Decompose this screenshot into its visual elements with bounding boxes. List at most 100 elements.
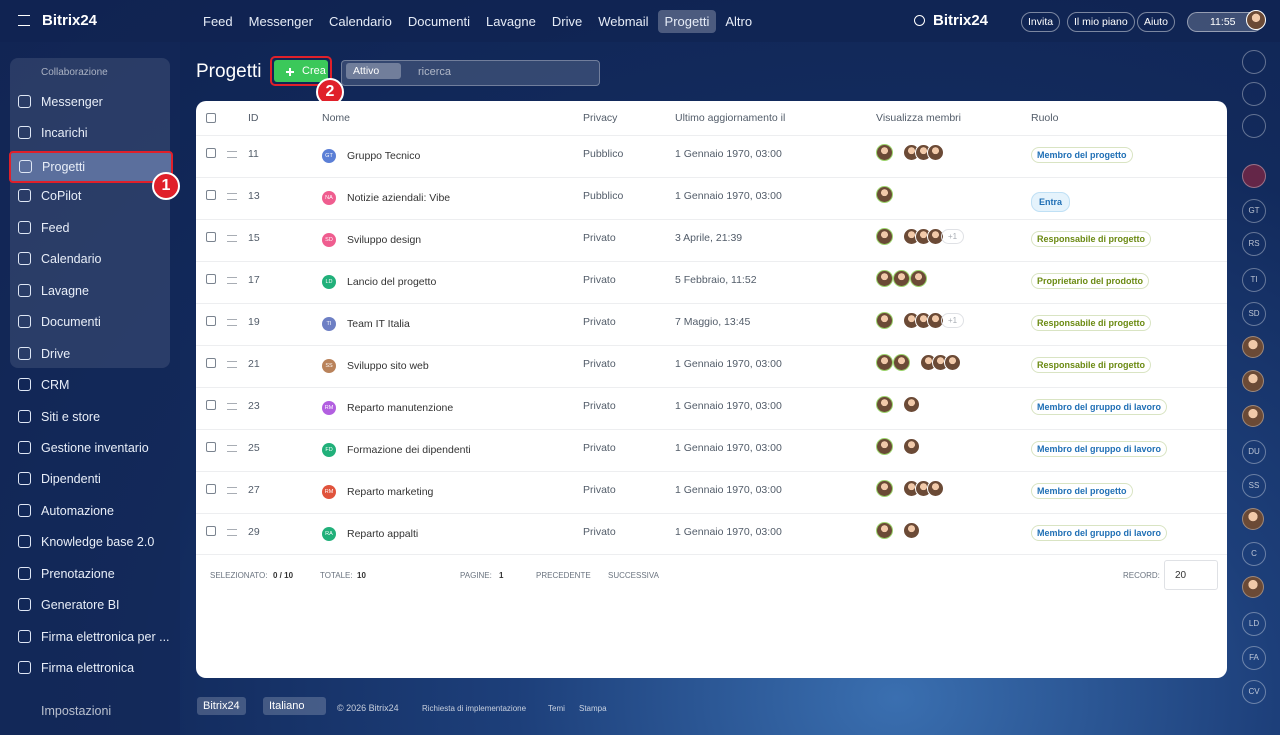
records-value[interactable]: 20	[1175, 570, 1187, 581]
nav-item[interactable]: Altro	[725, 13, 753, 29]
rail-chat[interactable]: RS	[1242, 232, 1266, 256]
sidebar-item[interactable]: CoPilot	[10, 182, 170, 210]
sidebar-item[interactable]: CRM	[10, 371, 170, 399]
rail-avatar[interactable]	[1242, 576, 1264, 598]
group-title[interactable]: Collaborazione	[41, 67, 108, 78]
rail-bell[interactable]	[1242, 50, 1266, 74]
records-select[interactable]	[1164, 560, 1218, 590]
create-button[interactable]: Crea	[270, 56, 332, 86]
nav-item[interactable]: Lavagne	[485, 13, 536, 29]
rail-chat[interactable]: SS	[1242, 474, 1266, 498]
nav-item[interactable]: Messenger	[248, 13, 313, 29]
project-name[interactable]: Lancio del progetto	[347, 276, 437, 288]
project-name[interactable]: Sviluppo design	[347, 234, 422, 246]
member-avatar[interactable]	[876, 354, 893, 371]
logo[interactable]: Bitrix24	[42, 12, 98, 29]
filter-chip[interactable]: Attivo	[346, 63, 402, 79]
project-name[interactable]: Reparto marketing	[347, 486, 434, 498]
sidebar-item[interactable]: Lavagne	[10, 277, 170, 305]
menu-button[interactable]	[18, 15, 30, 26]
search-box[interactable]	[341, 60, 600, 86]
rail-chat[interactable]: SD	[1242, 302, 1266, 326]
row-checkbox[interactable]	[206, 358, 216, 368]
rail-icon[interactable]	[1242, 164, 1266, 188]
member-avatar[interactable]	[876, 270, 893, 287]
sidebar-item[interactable]: Gestione inventario	[10, 434, 170, 462]
member-avatar[interactable]	[944, 354, 961, 371]
more-members[interactable]: +1	[941, 229, 965, 244]
project-name[interactable]: Sviluppo sito web	[347, 360, 429, 372]
row-checkbox[interactable]	[206, 274, 216, 284]
row-checkbox[interactable]	[206, 442, 216, 452]
rail-chat[interactable]: DU	[1242, 440, 1266, 464]
sidebar-item[interactable]: Progetti	[9, 150, 173, 183]
rail-chat[interactable]: FA	[1242, 646, 1266, 670]
project-name[interactable]: Team IT Italia	[347, 318, 410, 330]
sidebar-item[interactable]: Automazione	[10, 497, 170, 525]
more-members[interactable]: +1	[941, 313, 965, 328]
bottom-link[interactable]: Temi	[548, 704, 565, 713]
create-label[interactable]: Crea	[302, 65, 326, 77]
row-checkbox[interactable]	[206, 232, 216, 242]
settings[interactable]: Impostazioni	[41, 704, 112, 718]
rail-avatar[interactable]	[1242, 508, 1264, 530]
clock[interactable]: 11:55	[1187, 12, 1263, 32]
sidebar-item[interactable]: Dipendenti	[10, 465, 170, 493]
sidebar-item[interactable]: Firma elettronica per ...	[10, 623, 170, 651]
member-avatar[interactable]	[927, 480, 944, 497]
prev-button[interactable]: PRECEDENTE	[536, 571, 591, 580]
member-avatar[interactable]	[876, 228, 893, 245]
nav-item[interactable]: Webmail	[598, 13, 649, 29]
project-name[interactable]: Reparto appalti	[347, 528, 419, 540]
row-checkbox[interactable]	[206, 316, 216, 326]
rail-avatar[interactable]	[1242, 405, 1264, 427]
column-header[interactable]: Privacy	[583, 112, 618, 124]
member-avatar[interactable]	[927, 144, 944, 161]
project-name[interactable]: Gruppo Tecnico	[347, 150, 421, 162]
search-icon[interactable]	[914, 15, 925, 26]
member-avatar[interactable]	[876, 312, 893, 329]
member-avatar[interactable]	[903, 522, 920, 539]
header-button[interactable]: Il mio piano	[1067, 12, 1135, 32]
rail-avatar[interactable]	[1242, 336, 1264, 358]
project-name[interactable]: Reparto manutenzione	[347, 402, 454, 414]
rail-chat[interactable]: GT	[1242, 199, 1266, 223]
sidebar-item[interactable]: Calendario	[10, 245, 170, 273]
nav-item[interactable]: Calendario	[328, 13, 392, 29]
rail-chat[interactable]: CV	[1242, 680, 1266, 704]
row-checkbox[interactable]	[206, 484, 216, 494]
column-header[interactable]: Nome	[322, 112, 351, 124]
bottom-link[interactable]: Richiesta di implementazione	[422, 704, 527, 713]
sidebar-item[interactable]: Messenger	[10, 88, 170, 116]
sidebar-item[interactable]: Incarichi	[10, 119, 170, 147]
sidebar-item[interactable]: Feed	[10, 214, 170, 242]
sidebar-item[interactable]: Siti e store	[10, 403, 170, 431]
member-avatar[interactable]	[903, 438, 920, 455]
rail-chat[interactable]: LD	[1242, 612, 1266, 636]
rail-icon[interactable]	[1242, 82, 1266, 106]
project-name[interactable]: Formazione dei dipendenti	[347, 444, 471, 456]
row-checkbox[interactable]	[206, 190, 216, 200]
header-button[interactable]: Invita	[1021, 12, 1061, 32]
column-header[interactable]: Visualizza membri	[876, 112, 961, 124]
column-header[interactable]: Ruolo	[1031, 112, 1059, 124]
sidebar-item[interactable]: Drive	[10, 340, 170, 368]
member-avatar[interactable]	[903, 396, 920, 413]
row-checkbox[interactable]	[206, 400, 216, 410]
rail-icon[interactable]	[1242, 114, 1266, 138]
header-button[interactable]: Aiuto	[1137, 12, 1175, 32]
nav-item[interactable]: Feed	[203, 13, 233, 29]
member-avatar[interactable]	[893, 354, 910, 371]
member-avatar[interactable]	[876, 186, 893, 203]
nav-item[interactable]: Progetti	[657, 9, 717, 33]
row-checkbox[interactable]	[206, 526, 216, 536]
rail-avatar[interactable]	[1242, 370, 1264, 392]
language[interactable]: Italiano	[263, 697, 327, 715]
header-checkbox[interactable]	[206, 113, 216, 123]
bottom-link[interactable]: Stampa	[579, 704, 607, 713]
member-avatar[interactable]	[876, 144, 893, 161]
sidebar-item[interactable]: Prenotazione	[10, 560, 170, 588]
column-header[interactable]: Ultimo aggiornamento il	[675, 112, 786, 124]
sidebar-item[interactable]: Generatore BI	[10, 591, 170, 619]
row-checkbox[interactable]	[206, 148, 216, 158]
